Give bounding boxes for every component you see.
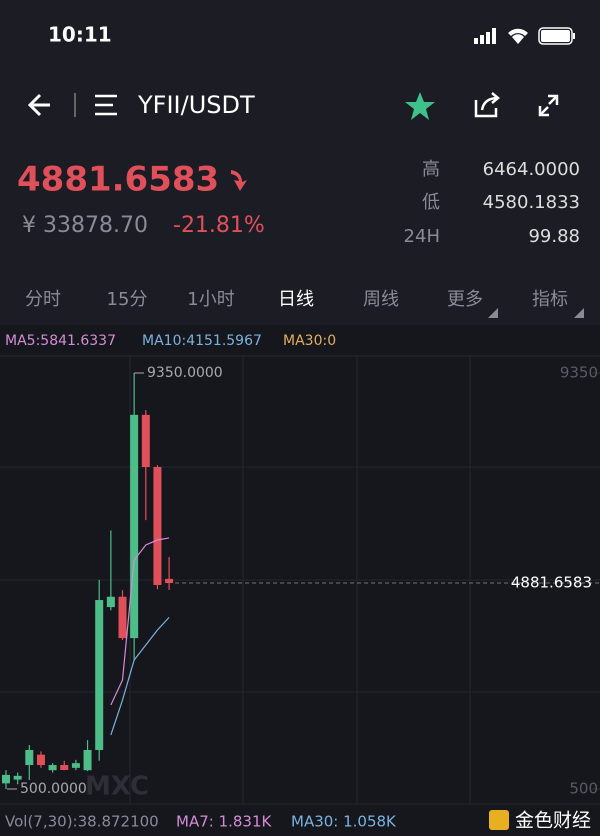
status-time: 10:11 bbox=[48, 23, 112, 47]
y-tick-label: 500 bbox=[569, 780, 598, 798]
favorite-star[interactable] bbox=[405, 92, 435, 120]
ma10-legend: MA10:4151.5967 bbox=[142, 333, 262, 349]
logo-icon bbox=[489, 810, 509, 830]
candle-body bbox=[118, 596, 127, 639]
stat-label: 高 bbox=[422, 159, 440, 180]
candle-body bbox=[25, 749, 34, 766]
candle-body bbox=[2, 774, 10, 784]
candle-body bbox=[60, 765, 69, 771]
grid-decoration bbox=[0, 356, 600, 805]
tab[interactable]: 指标 bbox=[532, 289, 568, 310]
tab[interactable]: 1小时 bbox=[187, 289, 234, 310]
status-icons bbox=[474, 27, 575, 45]
down-arrow bbox=[231, 170, 247, 191]
ma5-legend: MA5:5841.6337 bbox=[5, 333, 116, 349]
last-price: 4881.6583 bbox=[17, 160, 219, 200]
stat-value: 4580.1833 bbox=[483, 192, 580, 213]
candle-body bbox=[130, 414, 139, 639]
stat-value: 6464.0000 bbox=[483, 159, 580, 180]
volume-ma30: MA30: 1.058K bbox=[291, 813, 397, 831]
candle-body bbox=[141, 414, 150, 468]
volume-ma7: MA7: 1.831K bbox=[176, 813, 273, 831]
stat-value: 99.88 bbox=[528, 226, 580, 247]
volume-label: Vol(7,30):38.872100 bbox=[5, 813, 159, 831]
menu-button[interactable] bbox=[95, 94, 117, 116]
annotation: 9350.0000 bbox=[147, 365, 223, 381]
tab[interactable]: 日线 bbox=[278, 289, 314, 310]
tab[interactable]: 更多 bbox=[447, 289, 483, 310]
candle-body bbox=[153, 467, 162, 585]
candle-body bbox=[95, 600, 104, 750]
annotation: 500.0000 bbox=[20, 781, 87, 797]
current-price-label: 4881.6583 bbox=[511, 574, 592, 592]
candle-body bbox=[36, 754, 45, 766]
candle-body bbox=[165, 578, 174, 584]
tab[interactable]: 分时 bbox=[25, 289, 61, 310]
y-tick-label: 9350 bbox=[560, 364, 598, 382]
watermark: MXC bbox=[85, 772, 149, 802]
watermark: 金色财经 bbox=[515, 810, 591, 832]
fullscreen-button[interactable] bbox=[538, 94, 559, 117]
tab[interactable]: 周线 bbox=[363, 289, 399, 310]
candle-body bbox=[83, 749, 92, 771]
back-button[interactable] bbox=[27, 93, 50, 117]
ma30-legend: MA30:0 bbox=[283, 333, 336, 349]
cny-price: ¥ 33878.70 bbox=[22, 213, 148, 238]
plot: 9350 500 4881.6583 9350.0000 500.0000 bbox=[2, 364, 600, 798]
change-percent: -21.81% bbox=[173, 213, 265, 238]
candle-body bbox=[48, 765, 57, 771]
ma-line bbox=[110, 616, 170, 736]
ma-line bbox=[110, 537, 170, 706]
pair-title[interactable]: YFII/USDT bbox=[137, 91, 255, 119]
stat-label: 低 bbox=[422, 192, 440, 213]
share-button[interactable] bbox=[474, 92, 500, 118]
candle-body bbox=[106, 596, 115, 608]
stat-label: 24H bbox=[404, 226, 440, 247]
candle-body bbox=[13, 775, 22, 780]
tab-bar: 分时 15分 1小时 日线 周线 更多 指标 bbox=[25, 289, 568, 310]
tab[interactable]: 15分 bbox=[107, 289, 148, 310]
candle-body bbox=[71, 763, 80, 768]
dropdown-triangles bbox=[488, 308, 584, 318]
